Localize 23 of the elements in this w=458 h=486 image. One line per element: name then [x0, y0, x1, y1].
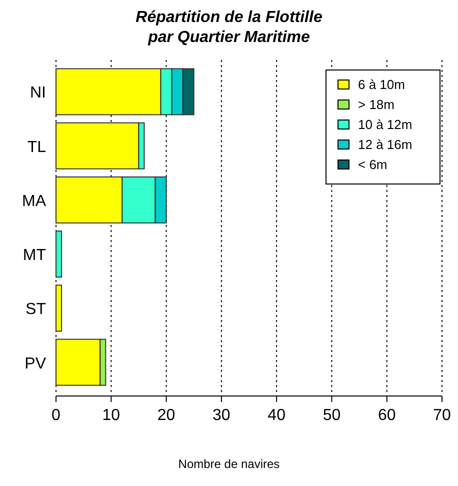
x-tick-label: 70: [433, 407, 451, 424]
x-tick-label: 10: [102, 407, 120, 424]
chart-title: Répartition de la Flottille par Quartier Maritime: [136, 9, 322, 46]
bar: [56, 230, 62, 278]
x-axis-title: Nombre de navires: [178, 457, 280, 471]
x-tick-label: 20: [157, 407, 176, 424]
legend-label: > 18m: [358, 97, 394, 112]
x-tick-label: 30: [212, 407, 230, 424]
y-tick-label: MA: [22, 192, 46, 210]
x-tick-label: 0: [52, 407, 61, 424]
y-tick-label: NI: [30, 84, 46, 102]
legend-label: < 6m: [358, 157, 388, 172]
y-tick-label: MT: [22, 247, 46, 264]
y-tick-label: PV: [24, 355, 46, 372]
y-tick-label: TL: [27, 138, 46, 156]
x-tick-label: 40: [268, 407, 286, 424]
y-tick-label: ST: [26, 301, 46, 318]
x-tick-label: 50: [322, 407, 341, 424]
legend-label: 6 à 10m: [358, 77, 405, 92]
x-tick-label: 60: [378, 407, 396, 424]
bar: [56, 284, 62, 332]
legend-label: 12 à 16m: [358, 137, 412, 152]
legend-label: 10 à 12m: [358, 117, 412, 132]
